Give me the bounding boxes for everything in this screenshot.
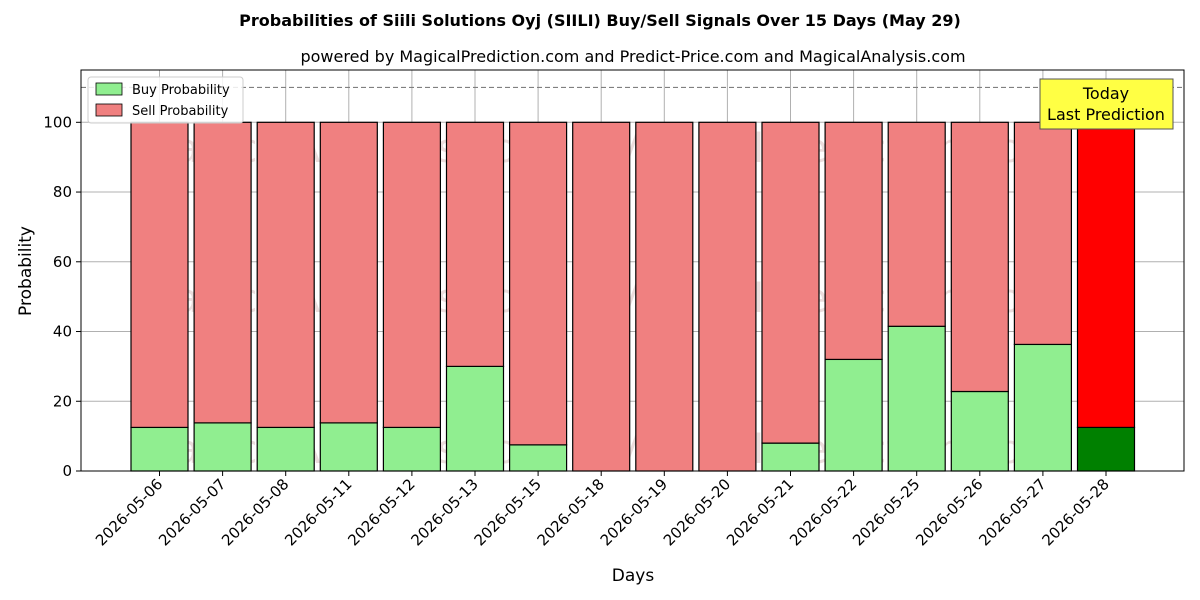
bar-buy-2026-05-25 [887, 325, 946, 472]
bar-sell-2026-05-06 [130, 121, 189, 429]
x-tick-label: 2026-05-19 [597, 475, 671, 549]
x-tick-label: 2026-05-07 [155, 475, 229, 549]
x-tick-label: 2026-05-18 [534, 475, 608, 549]
x-tick-label: 2026-05-12 [344, 475, 418, 549]
legend-label-buy: Buy Probability [132, 83, 230, 98]
bar-sell-2026-05-18 [572, 121, 631, 472]
bar-buy-2026-05-26 [950, 390, 1009, 472]
legend-swatch-buy [95, 82, 123, 96]
y-axis-label: Probability [16, 226, 36, 316]
x-tick-label: 2026-05-25 [849, 475, 923, 549]
bar-sell-2026-05-19 [635, 121, 694, 472]
y-tick-label: 60 [53, 253, 72, 271]
chart-title: Probabilities of Siili Solutions Oyj (SI… [239, 11, 961, 30]
legend-box [87, 76, 244, 124]
bar-sell-2026-05-27 [1013, 121, 1073, 346]
x-tick-label: 2026-05-28 [1038, 475, 1112, 549]
x-tick-label: 2026-05-27 [975, 475, 1049, 549]
today-annotation-box [1039, 78, 1174, 130]
x-tick-label: 2026-05-11 [281, 475, 355, 549]
today-annotation-line2: Last Prediction [1047, 105, 1165, 124]
today-annotation-line1: Today [1082, 84, 1129, 103]
legend: Buy Probability Sell Probability [87, 76, 244, 124]
y-tick-label: 20 [53, 392, 72, 410]
bar-sell-2026-05-08 [256, 121, 315, 429]
x-tick-label: 2026-05-20 [660, 475, 734, 549]
x-tick-label: 2026-05-08 [218, 475, 292, 549]
y-tick-label: 40 [53, 323, 72, 341]
bar-buy-2026-05-11 [319, 422, 378, 472]
bar-buy-2026-05-06 [130, 426, 189, 472]
y-axis-ticks: 0 20 40 60 80 100 [43, 113, 81, 480]
today-annotation: Today Last Prediction [1039, 78, 1174, 130]
bar-sell-2026-05-20 [698, 121, 757, 472]
bar-sell-2026-05-22 [824, 121, 883, 361]
bar-sell-2026-05-07 [193, 121, 252, 424]
x-axis-ticks: 2026-05-062026-05-072026-05-082026-05-11… [92, 471, 1113, 549]
bar-sell-2026-05-26 [950, 121, 1009, 393]
y-tick-label: 0 [62, 462, 72, 480]
x-tick-label: 2026-05-21 [723, 475, 797, 549]
bar-sell-2026-05-15 [509, 121, 568, 446]
bar-sell-2026-05-25 [887, 121, 946, 327]
bar-buy-2026-05-21 [761, 442, 820, 472]
bar-sell-2026-05-12 [382, 121, 441, 429]
bar-buy-2026-05-28 [1076, 426, 1136, 472]
plot-frame [80, 69, 1185, 472]
chart-subtitle: powered by MagicalPrediction.com and Pre… [300, 47, 965, 66]
bar-buy-2026-05-22 [824, 358, 883, 472]
bar-buy-2026-05-08 [256, 426, 315, 472]
legend-swatch-sell [95, 103, 123, 117]
bar-buy-2026-05-27 [1013, 343, 1073, 472]
bar-buy-2026-05-15 [509, 444, 568, 472]
x-axis-label: Days [612, 566, 655, 586]
bar-sell-2026-05-28 [1076, 121, 1136, 429]
bars [130, 121, 1136, 472]
x-tick-label: 2026-05-06 [92, 475, 166, 549]
legend-label-sell: Sell Probability [132, 104, 229, 119]
y-tick-label: 100 [43, 113, 72, 131]
y-tick-label: 80 [53, 183, 72, 201]
bar-sell-2026-05-21 [761, 121, 820, 444]
x-tick-label: 2026-05-15 [471, 475, 545, 549]
bar-buy-2026-05-07 [193, 422, 252, 472]
bar-buy-2026-05-13 [445, 365, 505, 472]
bar-buy-2026-05-12 [382, 426, 441, 472]
x-tick-label: 2026-05-13 [407, 475, 481, 549]
bar-sell-2026-05-13 [445, 121, 505, 367]
x-tick-label: 2026-05-22 [786, 475, 860, 549]
x-tick-label: 2026-05-26 [912, 475, 986, 549]
bar-sell-2026-05-11 [319, 121, 378, 424]
